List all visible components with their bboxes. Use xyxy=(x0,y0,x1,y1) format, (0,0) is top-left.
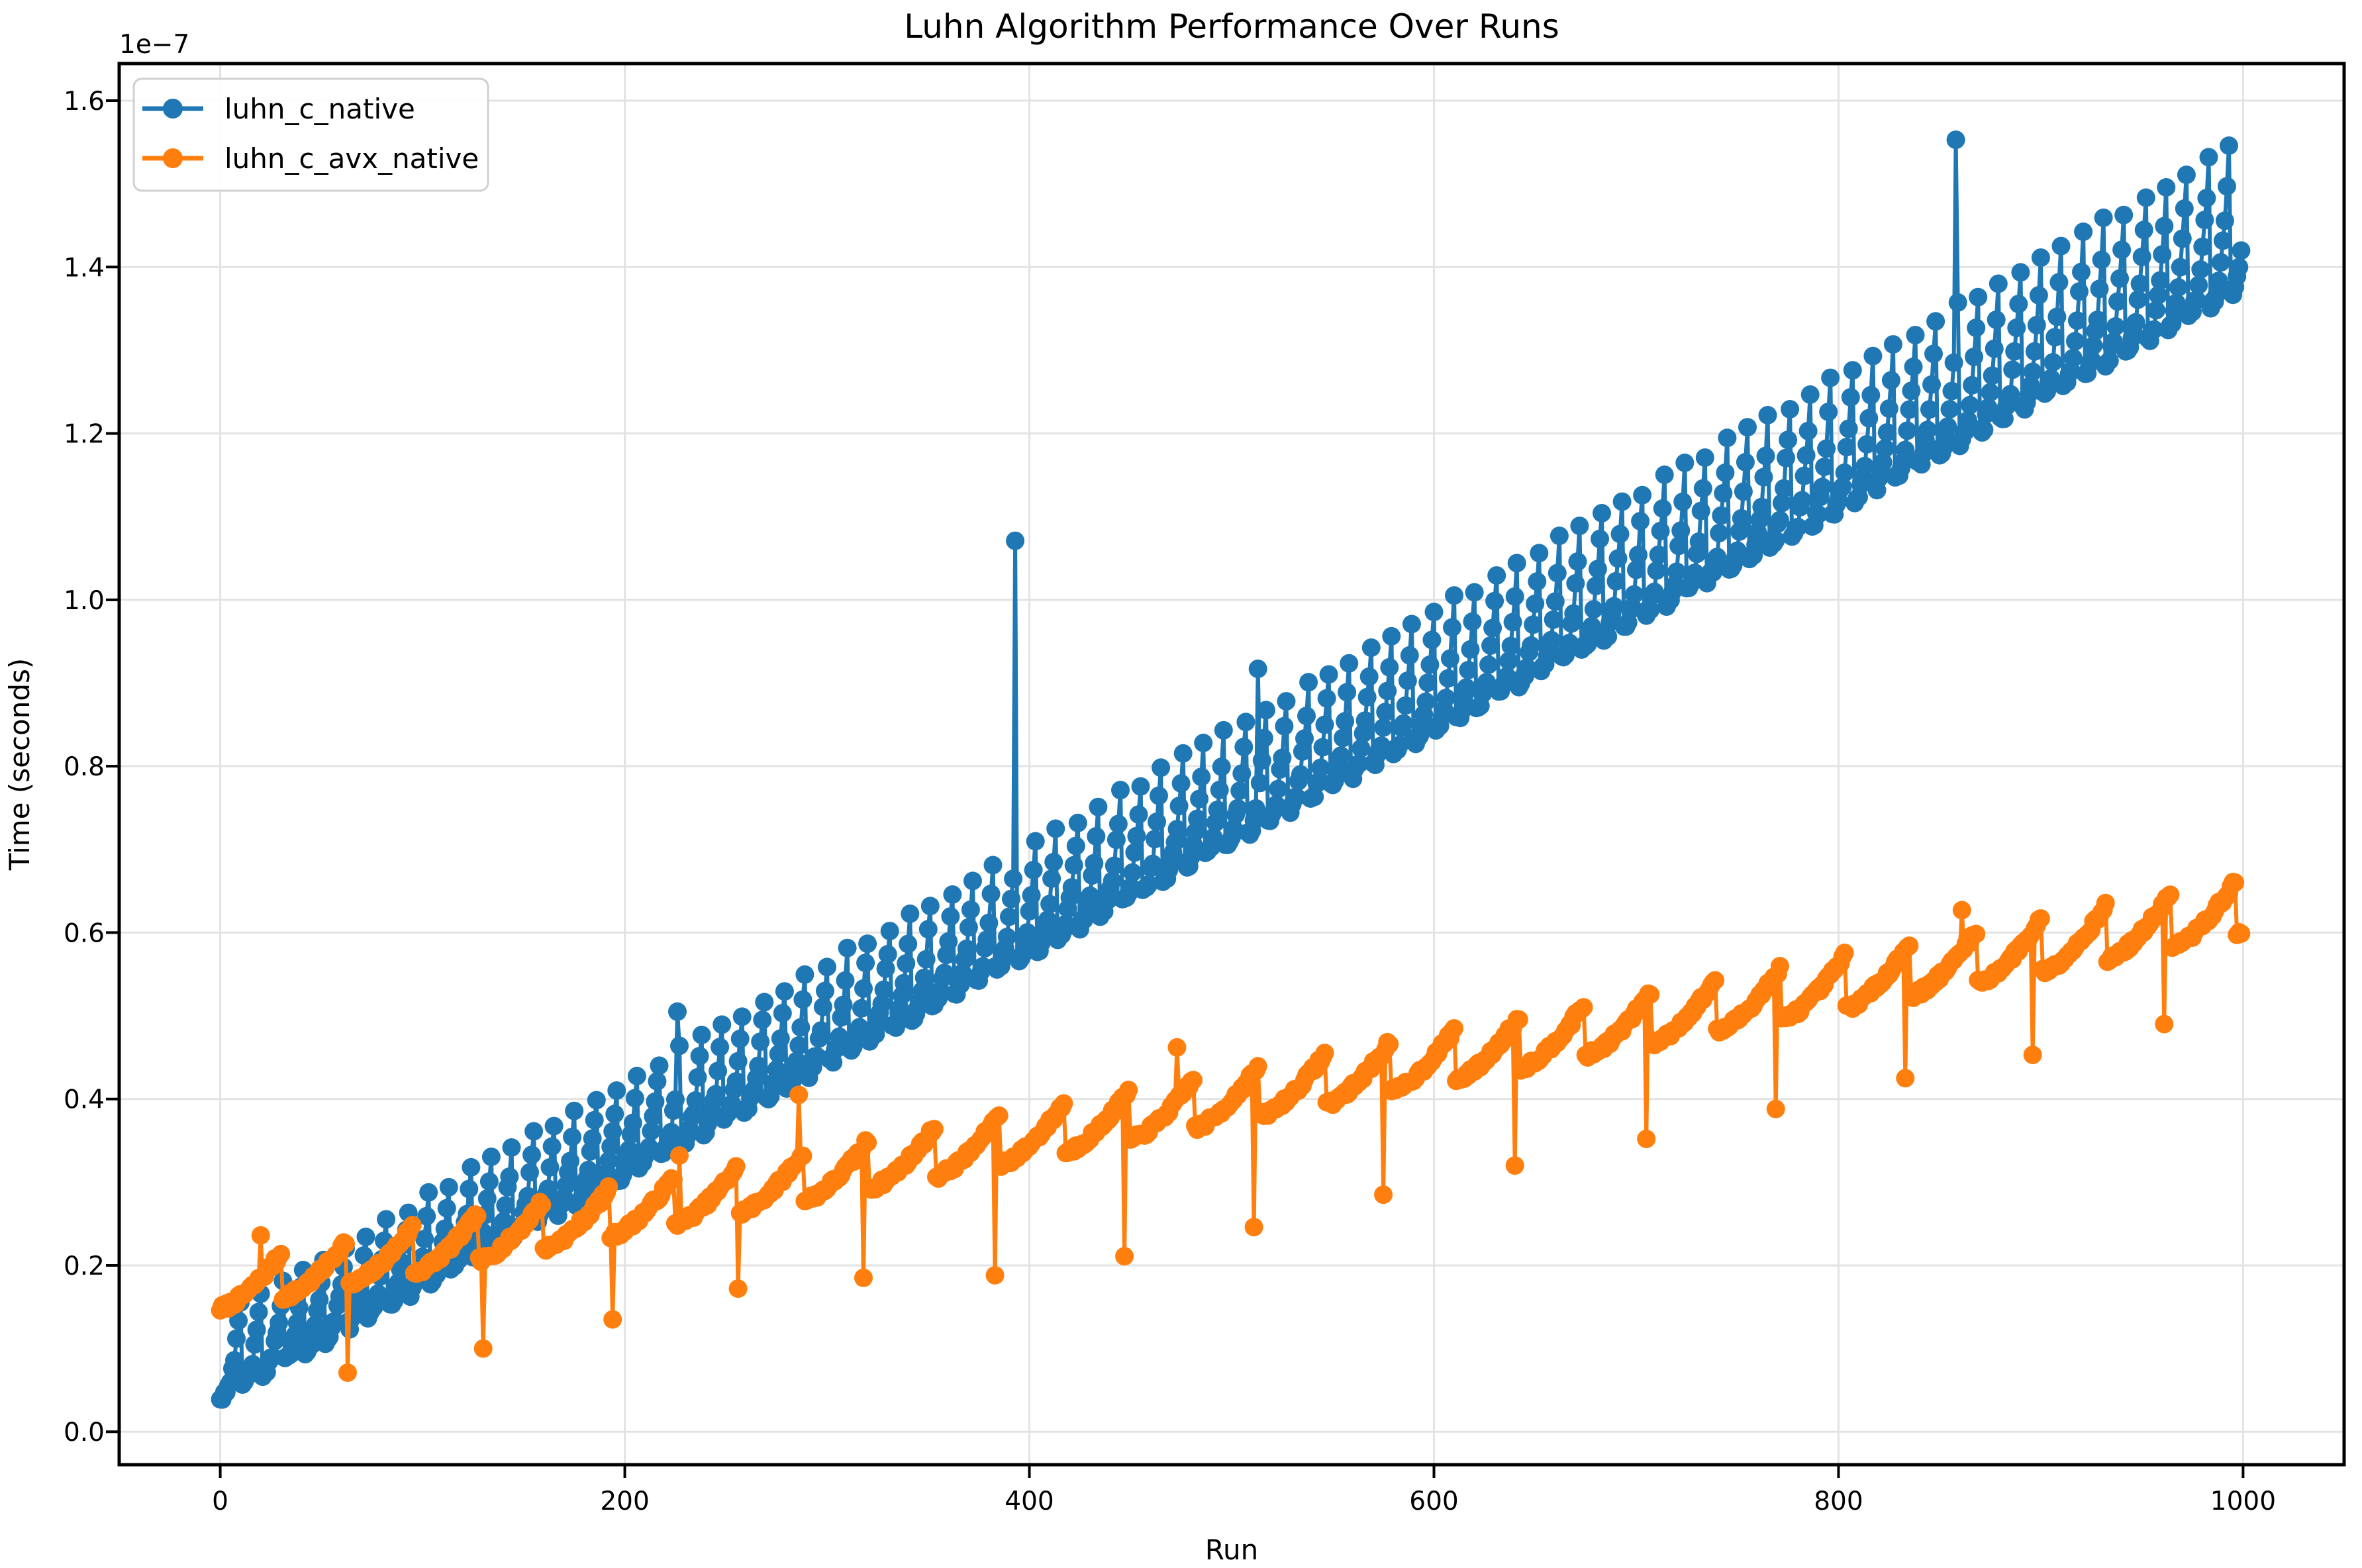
axis-ticks: 0 200 400 600 800 1000 0.0 0.2 0.4 0.6 0.8 1.0 1.2 1.… xyxy=(64,87,2276,1516)
y-axis-offset-text: 1e−7 xyxy=(119,30,189,60)
legend-item-luhn_c_avx_native: luhn_c_avx_native xyxy=(142,142,479,175)
x-tick-label: 600 xyxy=(1409,1487,1458,1516)
x-tick-label: 0 xyxy=(212,1487,228,1516)
chart-title: Luhn Algorithm Performance Over Runs xyxy=(904,7,1559,46)
legend-box xyxy=(132,77,489,192)
data-series-luhn_c_avx_native xyxy=(211,873,2251,1382)
y-tick-label: 1.6 xyxy=(64,87,105,117)
legend-label-1: luhn_c_avx_native xyxy=(224,142,479,175)
x-tick-label: 1000 xyxy=(2210,1487,2276,1516)
legend-marker-icon-0 xyxy=(163,99,183,119)
axes-spines xyxy=(117,62,2346,1467)
y-tick-label: 0.8 xyxy=(64,752,105,782)
x-tick-label: 800 xyxy=(1814,1487,1863,1516)
legend-label-0: luhn_c_native xyxy=(224,93,415,125)
legend-marker-icon-1 xyxy=(163,148,183,168)
y-axis-label: Time (seconds) xyxy=(3,658,36,871)
y-tick-label: 0.4 xyxy=(64,1085,105,1115)
y-tick-label: 0.2 xyxy=(64,1251,105,1281)
legend-item-luhn_c_native: luhn_c_native xyxy=(142,93,415,125)
y-tick-label: 0.0 xyxy=(64,1418,105,1447)
x-tick-label: 400 xyxy=(1005,1487,1054,1516)
legend: luhn_c_native luhn_c_avx_native xyxy=(132,77,489,192)
y-tick-label: 1.0 xyxy=(64,586,105,616)
x-tick-label: 200 xyxy=(600,1487,649,1516)
y-tick-label: 0.6 xyxy=(64,918,105,948)
x-axis-label: Run xyxy=(1205,1534,1259,1566)
y-tick-label: 1.4 xyxy=(64,253,105,283)
y-tick-label: 1.2 xyxy=(64,420,105,450)
